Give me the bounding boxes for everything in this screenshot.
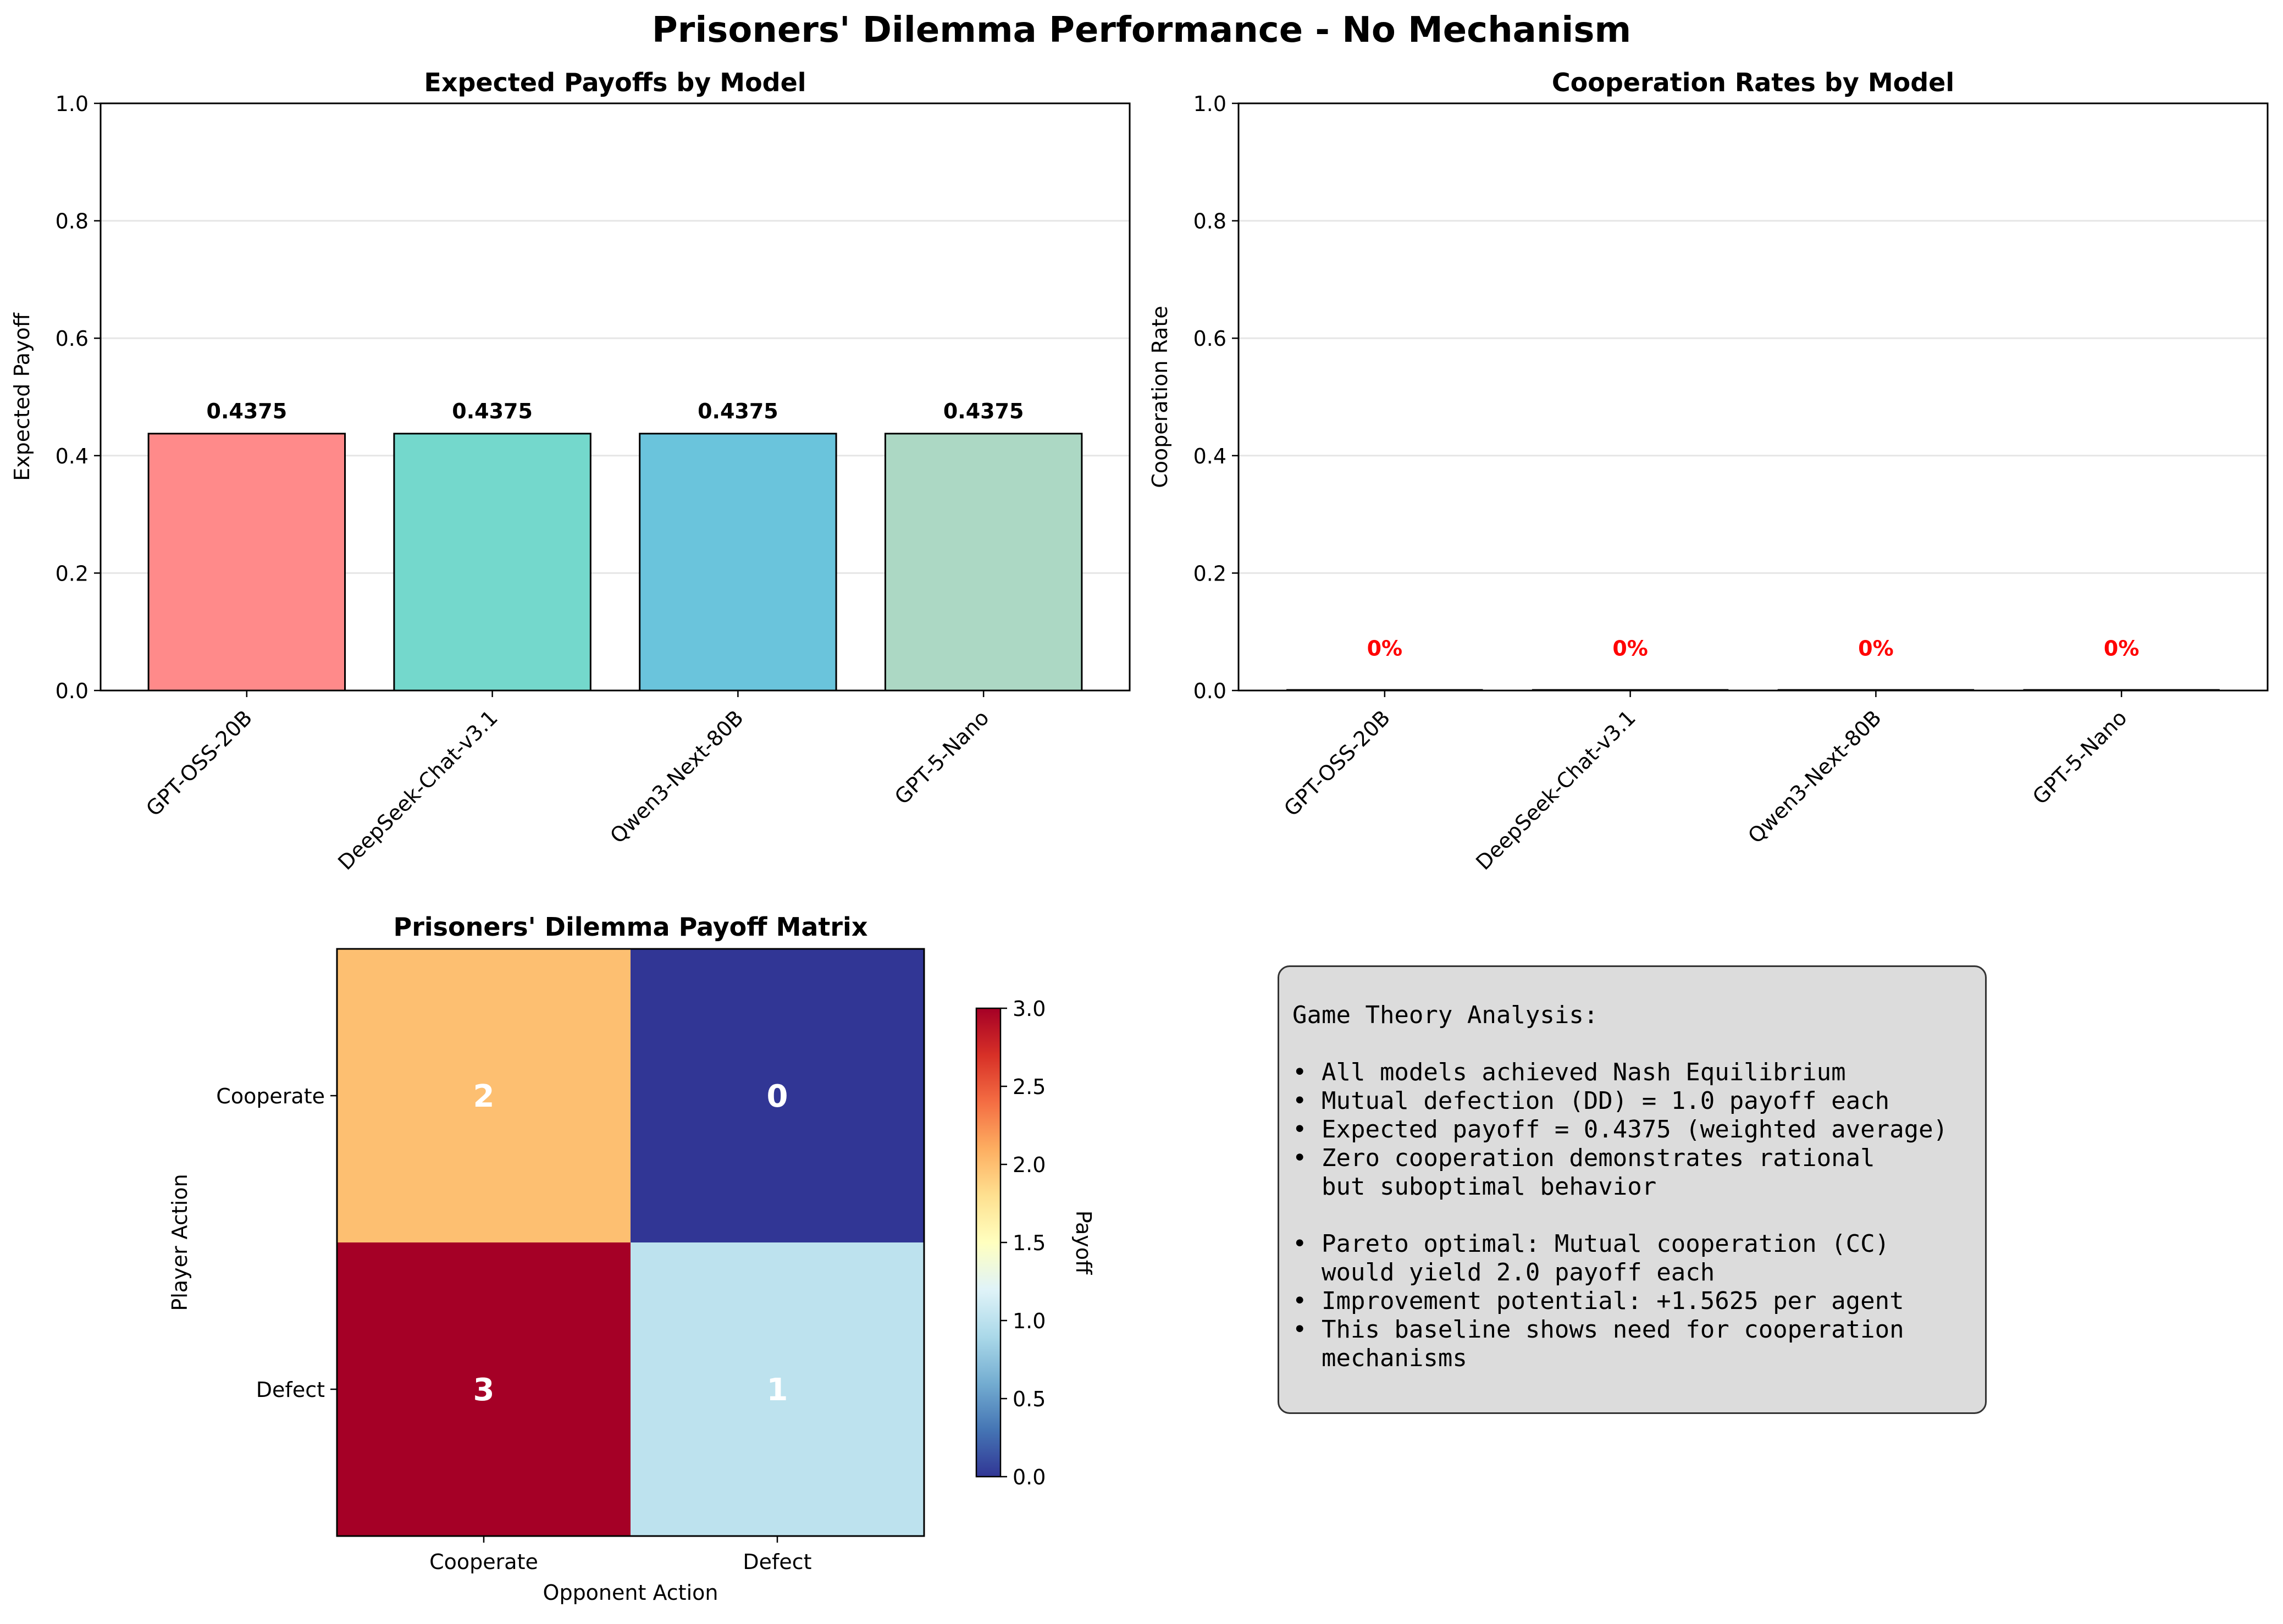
colorbar-tick-label: 0.0	[1013, 1465, 1046, 1489]
analysis-line: • Pareto optimal: Mutual cooperation (CC…	[1292, 1230, 1890, 1258]
analysis-line: • Expected payoff = 0.4375 (weighted ave…	[1292, 1115, 1948, 1144]
cooperation-rates-chart: 0.0 0.2 0.4 0.6 0.8 1.0 0% GPT-OSS-20B 0% DeepSee…	[1148, 68, 2269, 875]
x-tick-label: GPT-OSS-20B	[141, 705, 257, 821]
x-tick-label: Cooperate	[429, 1550, 538, 1574]
y-axis-label: Player Action	[168, 1174, 192, 1311]
analysis-line: mechanisms	[1292, 1344, 1467, 1372]
bar-value-label: 0%	[1367, 637, 1403, 661]
analysis-spacer	[1292, 1201, 1985, 1230]
chart-title: Cooperation Rates by Model	[1552, 68, 1954, 97]
y-tick-label: 0.0	[1193, 679, 1226, 703]
analysis-line: • Mutual defection (DD) = 1.0 payoff eac…	[1292, 1087, 1890, 1115]
chart-title: Prisoners' Dilemma Payoff Matrix	[394, 912, 868, 942]
x-tick-label: Qwen3-Next-80B	[605, 705, 748, 848]
y-tick-label: 0.6	[56, 327, 89, 351]
y-tick-label: 0.8	[1193, 209, 1226, 234]
y-tick-label: 1.0	[1193, 92, 1226, 116]
heatmap-cell	[337, 949, 631, 1242]
y-tick-label: Defect	[256, 1378, 325, 1402]
colorbar-tick-label: 2.0	[1013, 1153, 1046, 1177]
heatmap-cell-value: 2	[473, 1079, 495, 1114]
colorbar-tick-label: 3.0	[1013, 997, 1046, 1021]
heatmap-cell	[631, 1242, 924, 1536]
heatmap-frame	[336, 948, 925, 1537]
y-tick-label: 0.2	[1193, 561, 1226, 585]
chart-title: Expected Payoffs by Model	[424, 68, 806, 97]
expected-payoffs-chart: 0.0 0.2 0.4 0.6 0.8 1.0 0.4375 GPT-OSS-20B 0.437…	[10, 68, 1131, 875]
x-axis-label: Opponent Action	[543, 1581, 718, 1605]
bar-value-label: 0%	[1858, 637, 1894, 661]
y-tick-label: 0.8	[56, 209, 89, 234]
bar-value-label: 0%	[1612, 637, 1648, 661]
x-tick-label: DeepSeek-Chat-v3.1	[333, 705, 502, 875]
bar	[884, 433, 1083, 692]
y-axis-label: Cooperation Rate	[1148, 306, 1172, 488]
y-tick-label: 1.0	[56, 92, 89, 116]
y-tick-label: 0.2	[56, 561, 89, 585]
x-tick-label: GPT-5-Nano	[890, 705, 994, 809]
x-tick-label: Defect	[743, 1550, 811, 1574]
bar	[393, 433, 592, 692]
y-tick-label: Cooperate	[216, 1084, 325, 1108]
y-tick-label: 0.4	[1193, 444, 1226, 468]
colorbar-tick-label: 0.5	[1013, 1387, 1046, 1411]
heatmap-cell	[631, 949, 924, 1242]
colorbar-tick-label: 1.0	[1013, 1309, 1046, 1333]
analysis-spacer	[1292, 1030, 1985, 1058]
y-tick-label: 0.6	[1193, 327, 1226, 351]
bar-value-label: 0.4375	[698, 399, 778, 423]
heatmap-cell	[337, 1242, 631, 1536]
game-theory-analysis-box: Game Theory Analysis: • All models achiev…	[1278, 965, 1987, 1414]
analysis-line: • Improvement potential: +1.5625 per age…	[1292, 1287, 1904, 1315]
x-tick-label: DeepSeek-Chat-v3.1	[1471, 705, 1640, 875]
analysis-line: would yield 2.0 payoff each	[1292, 1258, 1715, 1286]
plot-frame	[99, 102, 1131, 692]
bar	[147, 433, 346, 692]
y-tick-label: 0.4	[56, 444, 89, 468]
bar-value-label: 0.4375	[207, 399, 288, 423]
bar-value-label: 0%	[2104, 637, 2140, 661]
colorbar-tick-label: 2.5	[1013, 1075, 1046, 1099]
x-tick-label: Qwen3-Next-80B	[1743, 705, 1886, 848]
plot-frame	[1237, 102, 2269, 692]
y-tick-label: 0.0	[56, 679, 89, 703]
analysis-line: • Zero cooperation demonstrates rational	[1292, 1144, 1875, 1172]
x-tick-label: GPT-OSS-20B	[1279, 705, 1395, 821]
colorbar-tick-label: 1.5	[1013, 1231, 1046, 1255]
colorbar	[975, 1007, 1002, 1478]
analysis-line: but suboptimal behavior	[1292, 1173, 1657, 1201]
x-tick-label: GPT-5-Nano	[2028, 705, 2132, 809]
bar-value-label: 0.4375	[943, 399, 1024, 423]
analysis-line: Game Theory Analysis:	[1292, 1001, 1599, 1029]
analysis-line: • This baseline shows need for cooperati…	[1292, 1316, 1904, 1344]
colorbar-label: Payoff	[1071, 1211, 1096, 1275]
payoff-matrix-heatmap: 2 0 3 1 Cooperate Defect Cooperate Defect Prison…	[168, 912, 1096, 1605]
figure-title: Prisoners' Dilemma Performance - No Mech…	[651, 10, 1632, 51]
bar-value-label: 0.4375	[452, 399, 533, 423]
heatmap-cell-value: 1	[767, 1372, 788, 1408]
analysis-line: • All models achieved Nash Equilibrium	[1292, 1058, 1846, 1086]
heatmap-cell-value: 0	[767, 1079, 788, 1114]
y-axis-label: Expected Payoff	[10, 312, 34, 481]
heatmap-cell-value: 3	[473, 1372, 495, 1408]
bar	[639, 433, 837, 692]
